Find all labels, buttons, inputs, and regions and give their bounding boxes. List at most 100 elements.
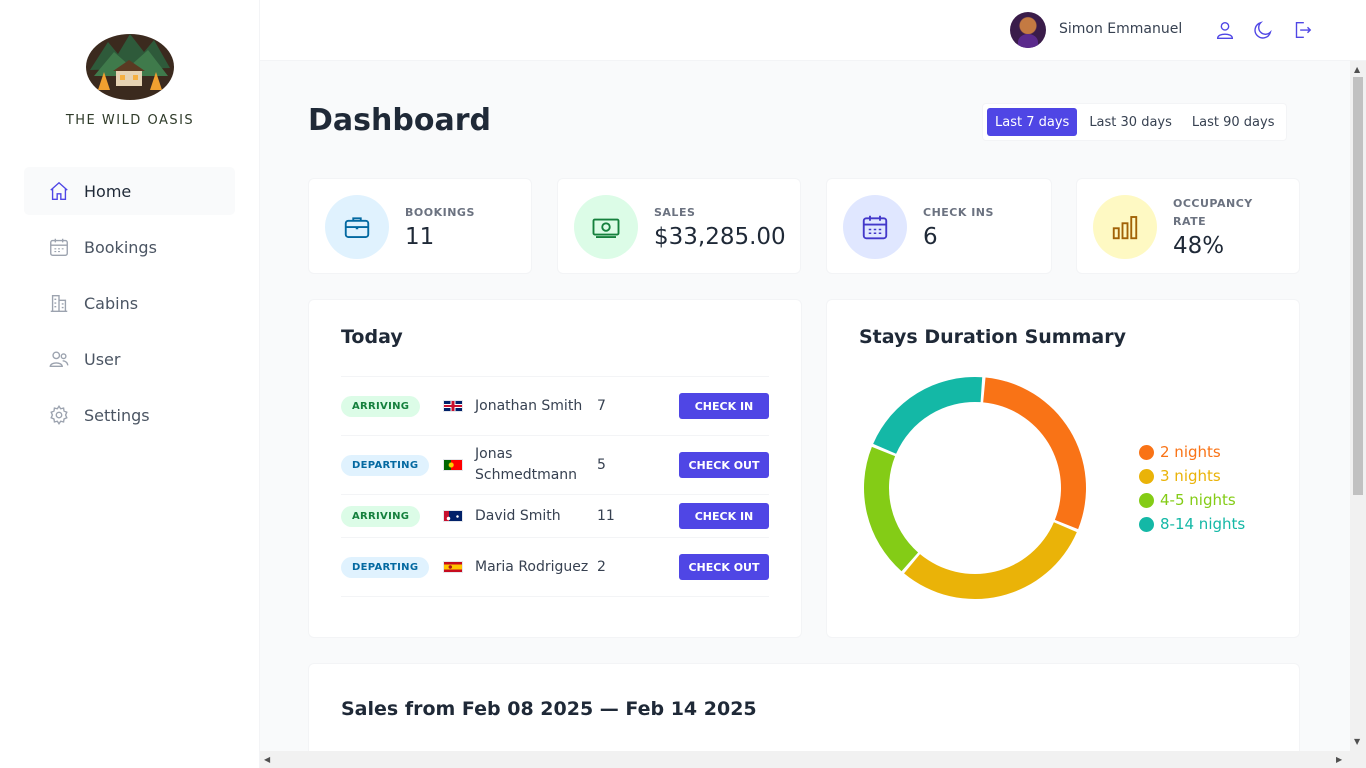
stays-duration-title: Stays Duration Summary	[859, 326, 1126, 348]
flag-icon	[443, 459, 463, 471]
stat-label: CHECK INS	[923, 206, 994, 219]
sidebar-item-label: Cabins	[84, 293, 139, 313]
donut-slice[interactable]	[873, 377, 983, 454]
check-out-button[interactable]: CHECK OUT	[679, 452, 769, 478]
nights-count: 2	[597, 559, 606, 575]
sidebar-item-label: Settings	[84, 405, 150, 425]
stat-label: BOOKINGS	[405, 206, 475, 219]
legend-label: 3 nights	[1160, 467, 1221, 485]
nights-count: 7	[597, 398, 606, 414]
scroll-left-arrow[interactable]: ◀	[264, 755, 271, 764]
horizontal-scrollbar[interactable]: ◀ ▶	[260, 751, 1366, 768]
building-icon	[48, 291, 72, 315]
list-item: DEPARTING Jonas Schmedtmann 5 CHECK OUT	[341, 436, 769, 495]
gear-icon	[48, 403, 72, 427]
stat-value: $33,285.00	[654, 224, 786, 250]
legend-dot	[1139, 444, 1154, 460]
logout-icon[interactable]	[1291, 19, 1313, 41]
list-item: DEPARTING Maria Rodriguez 2 CHECK OUT	[341, 538, 769, 597]
page-title: Dashboard	[308, 103, 491, 138]
top-header: Simon Emmanuel	[260, 0, 1366, 61]
calendar-days-icon	[843, 195, 907, 259]
sidebar-item-user[interactable]: User	[24, 335, 235, 383]
legend-label: 4-5 nights	[1160, 491, 1236, 509]
vertical-scrollbar[interactable]: ▲ ▼	[1350, 61, 1366, 751]
stat-sales: SALES $33,285.00	[557, 178, 801, 274]
guest-name: Jonas Schmedtmann	[475, 446, 578, 483]
donut-slice[interactable]	[904, 522, 1077, 599]
check-in-button[interactable]: CHECK IN	[679, 503, 769, 529]
stat-occupancy-rate: OCCUPANCY RATE 48%	[1076, 178, 1300, 274]
scroll-down-arrow[interactable]: ▼	[1354, 737, 1361, 746]
guest-name: Maria Rodriguez	[475, 558, 589, 575]
check-out-button[interactable]: CHECK OUT	[679, 554, 769, 580]
main-content: Dashboard Last 7 days Last 30 days Last …	[260, 61, 1350, 751]
filter-last-90-days[interactable]: Last 90 days	[1184, 108, 1283, 136]
legend-label: 8-14 nights	[1160, 515, 1246, 533]
status-badge: ARRIVING	[341, 395, 421, 417]
flag-icon	[443, 400, 463, 412]
users-icon	[48, 347, 72, 371]
calendar-icon	[48, 235, 72, 259]
legend-item: 8-14 nights	[1139, 512, 1245, 536]
legend-item: 4-5 nights	[1139, 488, 1245, 512]
list-item: ARRIVING Jonathan Smith 7 CHECK IN	[341, 377, 769, 436]
nights-count: 11	[597, 508, 615, 524]
scroll-up-arrow[interactable]: ▲	[1354, 65, 1361, 74]
nights-count: 5	[597, 457, 606, 473]
banknotes-icon	[574, 195, 638, 259]
status-badge: DEPARTING	[341, 556, 430, 578]
donut-slice[interactable]	[864, 446, 919, 572]
avatar[interactable]	[1010, 12, 1046, 48]
flag-icon	[443, 510, 463, 522]
brand-logo[interactable]	[86, 30, 174, 100]
chart-bar-icon	[1093, 195, 1157, 259]
scroll-right-arrow[interactable]: ▶	[1336, 755, 1343, 764]
guest-name: David Smith	[475, 507, 561, 524]
stat-value: 11	[405, 224, 435, 250]
sidebar-item-label: User	[84, 349, 121, 369]
donut-slice[interactable]	[983, 377, 1086, 530]
flag-icon	[443, 561, 463, 573]
scrollbar-thumb[interactable]	[1353, 77, 1363, 495]
check-in-button[interactable]: CHECK IN	[679, 393, 769, 419]
sidebar: THE WILD OASIS Home Bookings Cabins User	[0, 0, 260, 768]
sidebar-item-cabins[interactable]: Cabins	[24, 279, 235, 327]
home-icon	[48, 179, 72, 203]
user-name: Simon Emmanuel	[1059, 21, 1183, 37]
stat-bookings: BOOKINGS 11	[308, 178, 532, 274]
brand-name: THE WILD OASIS	[65, 113, 195, 128]
legend-label: 2 nights	[1160, 443, 1221, 461]
stat-label: OCCUPANCY RATE	[1173, 197, 1253, 228]
legend-item: 3 nights	[1139, 464, 1245, 488]
sidebar-item-bookings[interactable]: Bookings	[24, 223, 235, 271]
sidebar-item-settings[interactable]: Settings	[24, 391, 235, 439]
filter-last-30-days[interactable]: Last 30 days	[1081, 108, 1180, 136]
filter-last-7-days[interactable]: Last 7 days	[987, 108, 1078, 136]
sidebar-item-home[interactable]: Home	[24, 167, 235, 215]
sales-title: Sales from Feb 08 2025 — Feb 14 2025	[341, 698, 757, 720]
status-badge: ARRIVING	[341, 505, 421, 527]
stays-donut-chart	[864, 377, 1086, 599]
sales-panel: Sales from Feb 08 2025 — Feb 14 2025	[308, 663, 1300, 751]
stays-duration-panel: Stays Duration Summary 2 nights 3 nights 4…	[826, 299, 1300, 638]
stat-check-ins: CHECK INS 6	[826, 178, 1052, 274]
legend-dot	[1139, 492, 1154, 508]
today-title: Today	[341, 326, 403, 348]
legend-dot	[1139, 468, 1154, 484]
stat-label: SALES	[654, 206, 696, 219]
sidebar-nav: Home Bookings Cabins User Settings	[24, 167, 235, 447]
guest-name: Jonathan Smith	[475, 397, 583, 414]
list-item: ARRIVING David Smith 11 CHECK IN	[341, 495, 769, 538]
today-panel: Today ARRIVING Jonathan Smith 7 CHECK IN…	[308, 299, 802, 638]
today-list[interactable]: ARRIVING Jonathan Smith 7 CHECK IN DEPAR…	[341, 376, 769, 602]
sidebar-item-label: Home	[84, 181, 132, 201]
date-filter: Last 7 days Last 30 days Last 90 days	[982, 103, 1288, 141]
chart-legend: 2 nights 3 nights 4-5 nights 8-14 nights	[1139, 440, 1245, 536]
legend-item: 2 nights	[1139, 440, 1245, 464]
legend-dot	[1139, 516, 1154, 532]
stat-value: 48%	[1173, 233, 1225, 259]
user-icon[interactable]	[1214, 19, 1236, 41]
moon-icon[interactable]	[1252, 19, 1274, 41]
briefcase-icon	[325, 195, 389, 259]
